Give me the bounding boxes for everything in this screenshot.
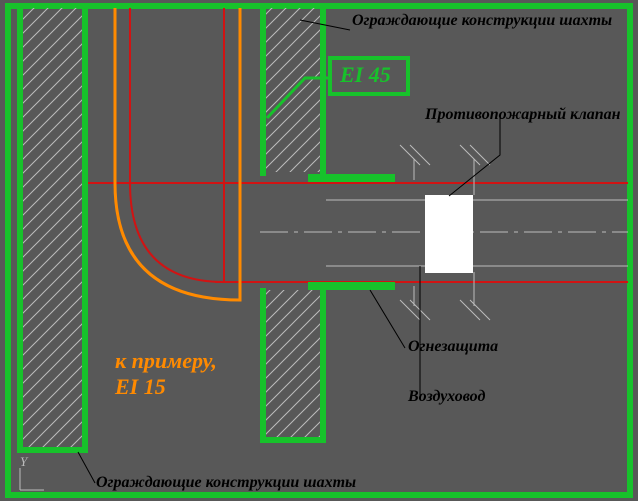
axis-y (20, 468, 44, 490)
white-damper-block (425, 195, 473, 273)
label-fire-damper: Противопожарный клапан (425, 106, 621, 124)
diagram-canvas: Ограждающие конструкции шахты EI 45 Прот… (0, 0, 638, 501)
label-shaft-top: Ограждающие конструкции шахты (352, 12, 612, 30)
label-example-l1: к примеру, (115, 348, 217, 374)
label-fire-protection: Огнезащита (408, 338, 498, 356)
shaft-lower-hatch (266, 290, 320, 438)
left-wall-hatch (22, 8, 83, 448)
axis-y-label: Y (20, 454, 27, 470)
label-shaft-bottom: Ограждающие конструкции шахты (96, 474, 356, 492)
label-air-duct: Воздуховод (408, 388, 485, 406)
label-ei45: EI 45 (340, 62, 391, 88)
label-example-l2: EI 15 (115, 374, 166, 400)
diagram-svg (0, 0, 638, 501)
